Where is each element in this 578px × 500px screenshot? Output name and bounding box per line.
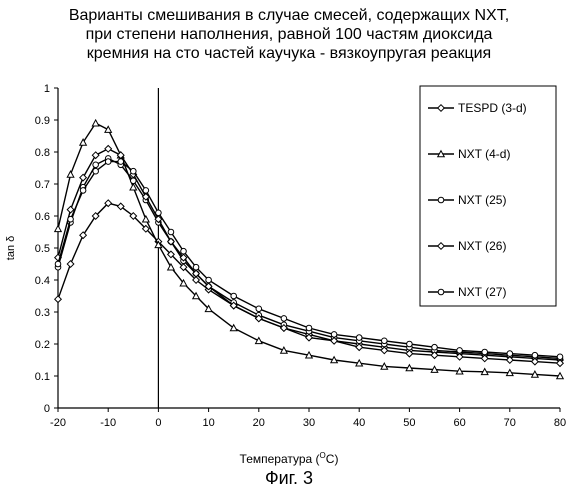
x-tick-label: 20 [253,417,265,429]
line-chart: 0 0.1 0.2 0.3 0.4 0.5 0.6 0.7 0.8 0.9 1 -20 -10 0 10 20… [0,0,578,450]
data-point [457,348,463,354]
data-point [131,168,137,174]
x-tick-label: -20 [50,417,66,429]
y-tick-label: 0.6 [35,211,50,223]
x-tick-label: 50 [403,417,415,429]
x-axis-label: Температура (OC) [0,451,578,466]
data-point [55,261,61,267]
data-point [105,146,112,153]
x-axis-label-unit: C) [326,452,339,466]
legend-label: NXT (4-d) [458,147,510,161]
x-tick-label: 60 [453,417,465,429]
data-point [557,354,563,360]
x-tick-label: 40 [353,417,365,429]
y-tick-label: 0.5 [35,243,50,255]
data-point [432,344,438,350]
data-point [80,174,87,181]
x-axis-label-text: Температура ( [240,452,320,466]
data-point [105,159,111,165]
y-axis-label: tan δ [5,236,17,260]
figure-caption: Фиг. 3 [0,468,578,489]
data-point [105,126,112,132]
data-point [67,206,74,213]
data-point [532,352,538,358]
x-tick-label: 30 [303,417,315,429]
data-point [68,216,74,222]
data-point [206,277,212,283]
data-point [331,332,337,338]
data-point [356,335,362,341]
data-point [92,120,99,126]
data-point [407,341,413,347]
legend-label: NXT (25) [458,193,506,207]
data-point [438,197,444,203]
data-point [92,152,99,159]
data-point [93,162,99,168]
data-point [67,171,74,177]
data-point [438,289,444,295]
data-point [168,264,175,270]
data-point [143,188,149,194]
data-point [80,188,86,194]
data-point [507,351,513,357]
data-point [143,216,150,222]
y-tick-label: 0.9 [35,115,50,127]
data-point [193,264,199,270]
data-point [256,338,263,344]
data-point [306,325,312,331]
data-point [181,248,187,254]
data-point [55,226,62,232]
x-tick-label: 10 [202,417,214,429]
data-point [482,349,488,355]
legend-label: TESPD (3-d) [458,101,527,115]
data-point [93,168,99,174]
y-tick-label: 0.2 [35,339,50,351]
chart-legend: TESPD (3-d) NXT (4-d) NXT (25) NXT (26) NXT … [420,86,556,306]
y-tick-label: 0.4 [35,275,50,287]
data-point [256,306,262,312]
data-point [118,159,124,165]
x-tick-label: 80 [554,417,566,429]
data-point [156,210,162,216]
y-tick-label: 1 [44,83,50,95]
data-point [281,316,287,322]
x-tick-label: -10 [100,417,116,429]
y-tick-label: 0.1 [35,371,50,383]
legend-label: NXT (26) [458,239,506,253]
y-tick-label: 0.7 [35,179,50,191]
y-tick-label: 0.8 [35,147,50,159]
data-point [67,261,74,268]
data-point [168,229,174,235]
data-point [382,338,388,344]
data-point [231,293,237,299]
x-tick-label: 70 [504,417,516,429]
legend-label: NXT (27) [458,285,506,299]
x-tick-label: 0 [155,417,161,429]
y-tick-label: 0.3 [35,307,50,319]
y-tick-label: 0 [44,403,50,415]
data-point [55,296,62,303]
